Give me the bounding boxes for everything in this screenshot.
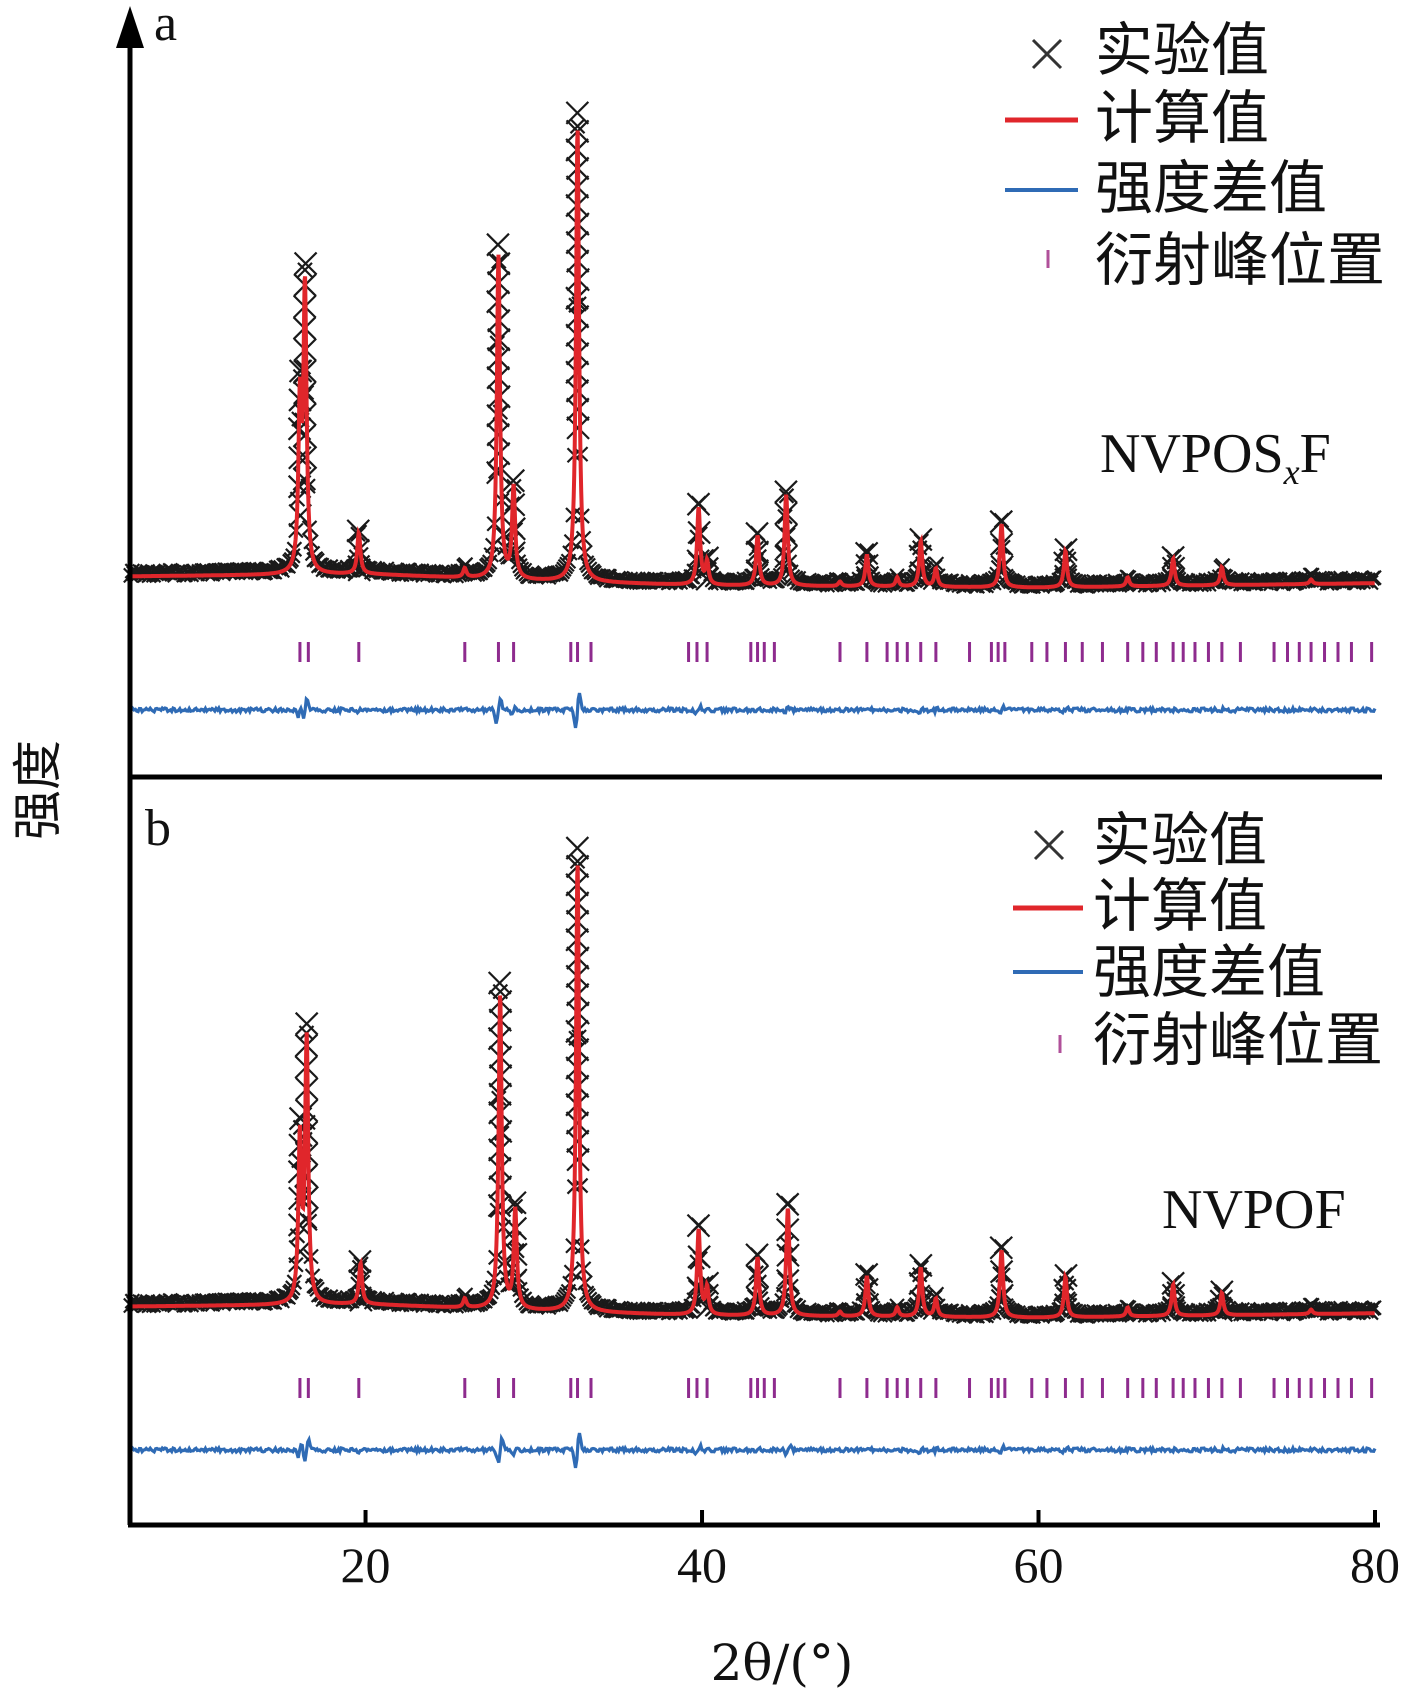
calculated-series-a — [130, 130, 1375, 590]
observed-point — [487, 971, 512, 995]
legend-b-label-observed: 实验值 — [1093, 806, 1267, 874]
observed-point — [745, 1243, 769, 1267]
observed-point — [989, 509, 1014, 534]
panel-letter-b: b — [145, 800, 171, 857]
observed-point — [347, 558, 372, 582]
y-axis-arrow — [116, 6, 144, 48]
legend-a-label-bragg: 衍射峰位置 — [1095, 226, 1385, 294]
observed-point — [854, 1262, 879, 1287]
observed-point — [775, 1268, 800, 1293]
observed-point — [288, 1239, 313, 1264]
observed-point — [294, 1011, 319, 1036]
legend-b: 实验值 计算值 强度差值 衍射峰位置 — [1013, 806, 1383, 1074]
calculated-series-b — [130, 865, 1375, 1320]
x-tick-label: 80 — [1350, 1537, 1400, 1593]
legend-b-label-bragg: 衍射峰位置 — [1093, 1006, 1383, 1074]
observed-point — [745, 559, 769, 583]
observed-point — [566, 416, 590, 440]
difference-series-b — [129, 1432, 1377, 1469]
observed-point — [774, 480, 798, 504]
bragg-series-b — [298, 1378, 1374, 1398]
observed-point — [854, 541, 879, 566]
observed-point — [503, 1190, 527, 1215]
observed-point — [745, 1286, 769, 1310]
legend-a-observed-marker — [1031, 38, 1063, 70]
observed-point — [989, 1235, 1014, 1260]
panel-b — [123, 836, 1382, 1469]
observed-point — [1209, 1298, 1234, 1323]
legend-b-label-difference: 强度差值 — [1093, 938, 1325, 1006]
observed-point — [774, 544, 798, 569]
legend-a-label-observed: 实验值 — [1095, 16, 1269, 84]
observed-point — [569, 853, 586, 870]
x-tick-label: 40 — [677, 1537, 727, 1593]
panel-a — [123, 101, 1382, 729]
observed-point — [686, 492, 711, 516]
observed-point — [745, 521, 769, 546]
observed-point — [507, 1198, 524, 1215]
sample-label-a: NVPOSxF — [1100, 423, 1331, 492]
legend-b-observed-marker — [1033, 829, 1065, 861]
observed-point — [565, 1111, 590, 1135]
plot-layer — [123, 101, 1382, 1469]
observed-point — [686, 1213, 711, 1238]
x-ticks: 20 40 60 80 — [341, 1510, 1400, 1593]
legend-a-label-calculated: 计算值 — [1095, 84, 1269, 152]
observed-point — [695, 567, 719, 591]
observed-point — [487, 1193, 512, 1218]
bragg-series-a — [298, 642, 1374, 662]
observed-point — [486, 441, 511, 466]
observed-point — [349, 1288, 373, 1312]
observed-point — [293, 251, 318, 276]
x-axis-title: 2θ/(°) — [711, 1634, 854, 1692]
y-axis-title: 强度 — [9, 740, 67, 840]
observed-point — [501, 468, 526, 493]
observed-point — [486, 460, 510, 485]
observed-point — [566, 397, 590, 422]
x-tick-label: 20 — [341, 1537, 391, 1593]
observed-point — [565, 379, 590, 403]
legend-a: 实验值 计算值 强度差值 衍射峰位置 — [1005, 16, 1385, 294]
observed-point — [566, 1129, 590, 1154]
observed-point — [990, 1283, 1014, 1308]
sample-label-a-suffix: F — [1300, 423, 1331, 485]
observed-point — [569, 118, 586, 134]
observed-point — [695, 1295, 719, 1320]
x-tick-label: 60 — [1014, 1537, 1064, 1593]
observed-point — [565, 836, 590, 860]
observed-point — [566, 1147, 590, 1172]
sample-label-a-subscript: x — [1283, 452, 1300, 492]
sample-label-a-main: NVPOS — [1100, 423, 1284, 485]
observed-point — [775, 1192, 800, 1217]
observed-point — [858, 1264, 875, 1280]
observed-point — [990, 555, 1014, 579]
observed-point — [909, 1289, 933, 1314]
observed-point — [565, 101, 590, 125]
observed-point — [486, 232, 510, 257]
sample-label-b: NVPOF — [1162, 1179, 1346, 1241]
legend-a-label-difference: 强度差值 — [1095, 154, 1327, 222]
legend-b-label-calculated: 计算值 — [1093, 872, 1267, 940]
observed-point — [297, 262, 313, 278]
difference-series-a — [129, 692, 1377, 729]
observed-point — [909, 1253, 933, 1278]
panel-letter-a: a — [154, 0, 177, 52]
